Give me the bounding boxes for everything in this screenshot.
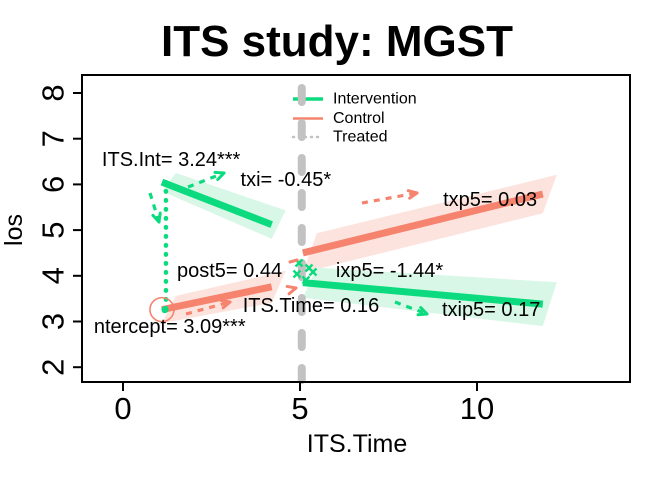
x-axis-label: ITS.Time	[307, 430, 407, 458]
intervention-pre-line	[160, 178, 273, 228]
control-post-line	[301, 190, 544, 257]
y-tick-label: 7	[36, 130, 71, 147]
significance-arrowhead	[221, 300, 232, 310]
intervention-post-line	[302, 279, 544, 308]
significance-arrowhead	[216, 171, 226, 182]
y-tick-label: 4	[36, 267, 71, 284]
significance-arrow	[394, 300, 428, 316]
significance-arrow	[361, 191, 418, 205]
plot-border	[81, 74, 631, 383]
intercept-circle	[149, 296, 175, 323]
significance-arrowhead	[408, 191, 419, 200]
y-tick-label: 5	[36, 221, 71, 238]
annotation-its-int: ITS.Int= 3.24***	[102, 149, 241, 171]
x-mark	[301, 275, 311, 285]
y-axis-label: los	[0, 214, 28, 246]
significance-arrow	[148, 192, 161, 223]
y-tick-label: 6	[36, 176, 71, 193]
legend-label-treated: Treated	[333, 129, 388, 146]
x-tick-label: 10	[460, 391, 494, 426]
control-pre-line	[161, 283, 273, 314]
dash-mark	[288, 258, 299, 264]
legend-label-control: Control	[333, 110, 385, 127]
x-mark	[304, 263, 314, 273]
intercept-dot	[161, 306, 169, 314]
annotation-its-time: ITS.Time= 0.16	[243, 295, 380, 317]
y-tick-label: 8	[36, 84, 71, 101]
annotation-txip5: txip5= 0.17	[442, 299, 540, 321]
significance-arrowhead	[416, 312, 429, 317]
annotation-post5: post5= 0.44	[177, 260, 282, 282]
annotation-intercept: ntercept= 3.09***	[94, 316, 246, 338]
y-tick-label: 3	[36, 313, 71, 330]
annotation-txp5: txp5= 0.03	[443, 189, 537, 211]
x-mark	[308, 267, 318, 277]
annotation-txi: txi= -0.45*	[241, 169, 332, 191]
legend-label-intervention: Intervention	[333, 91, 417, 108]
x-tick-label: 0	[114, 391, 131, 426]
annotation-ixp5: ixp5= -1.44*	[336, 260, 444, 282]
chart-title: ITS study: MGST	[161, 17, 513, 66]
x-tick-label: 5	[291, 391, 308, 426]
significance-arrowhead	[151, 213, 161, 224]
x-mark	[292, 269, 302, 279]
significance-arrow	[185, 300, 231, 316]
chevron-mark	[287, 286, 298, 296]
y-tick-label: 2	[36, 359, 71, 376]
x-mark	[294, 258, 304, 268]
